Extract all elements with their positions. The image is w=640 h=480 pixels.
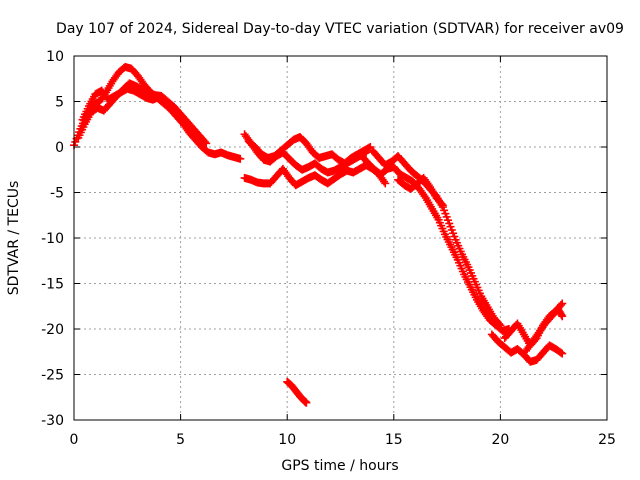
tick-labels: 0 5 10 15 20 25 10 5 0 -5 -10 -15 -20 -25 -30 <box>41 49 616 448</box>
series-track-i <box>394 173 447 210</box>
data-point <box>302 398 311 407</box>
data-point <box>558 299 567 308</box>
y-axis-label: SDTVAR / TECUs <box>6 181 22 296</box>
y-tick-label: -10 <box>41 231 64 247</box>
x-tick-label: 5 <box>176 432 185 448</box>
data-point-fill <box>200 137 209 146</box>
y-tick-label: 0 <box>55 140 64 156</box>
data-point-fill <box>424 181 433 190</box>
x-axis-label: GPS time / hours <box>281 458 398 474</box>
data-point-fill <box>437 199 446 208</box>
data-point <box>236 154 245 163</box>
series-track-c <box>78 84 177 124</box>
y-tick-label: 5 <box>55 95 64 111</box>
y-tick-label: -25 <box>41 368 64 384</box>
x-tick-label: 10 <box>278 432 296 448</box>
data-point <box>558 312 567 321</box>
series-track-m <box>283 377 311 407</box>
y-tick-label: -15 <box>41 277 64 293</box>
data-point <box>496 321 505 330</box>
axis-ticks <box>73 55 608 421</box>
data-point-fill <box>420 192 429 201</box>
series-track-f <box>244 132 375 168</box>
data-point <box>558 349 567 358</box>
series-track-j <box>487 330 567 366</box>
data-point-fill <box>556 348 565 357</box>
data-point-fill <box>556 300 565 309</box>
y-tick-label: -30 <box>41 413 64 429</box>
y-tick-label: -5 <box>50 186 64 202</box>
data-point <box>438 201 447 210</box>
grid-lines <box>74 56 607 420</box>
series-track-l <box>521 304 567 355</box>
x-tick-label: 0 <box>70 432 79 448</box>
data-point <box>381 179 390 188</box>
x-tick-label: 20 <box>491 432 509 448</box>
series-track-g <box>357 152 513 335</box>
x-tick-label: 25 <box>598 432 616 448</box>
data-points <box>70 62 567 407</box>
data-point-fill <box>495 319 504 328</box>
data-point-fill <box>557 310 566 319</box>
y-tick-label: -20 <box>41 322 64 338</box>
chart-title: Day 107 of 2024, Sidereal Day-to-day VTE… <box>56 21 624 37</box>
data-point-fill <box>379 177 388 186</box>
data-point-fill <box>166 103 175 112</box>
x-tick-label: 15 <box>385 432 403 448</box>
series-track-a <box>70 62 245 163</box>
y-tick-label: 10 <box>46 49 64 65</box>
data-point <box>202 139 211 148</box>
data-point <box>168 104 177 113</box>
